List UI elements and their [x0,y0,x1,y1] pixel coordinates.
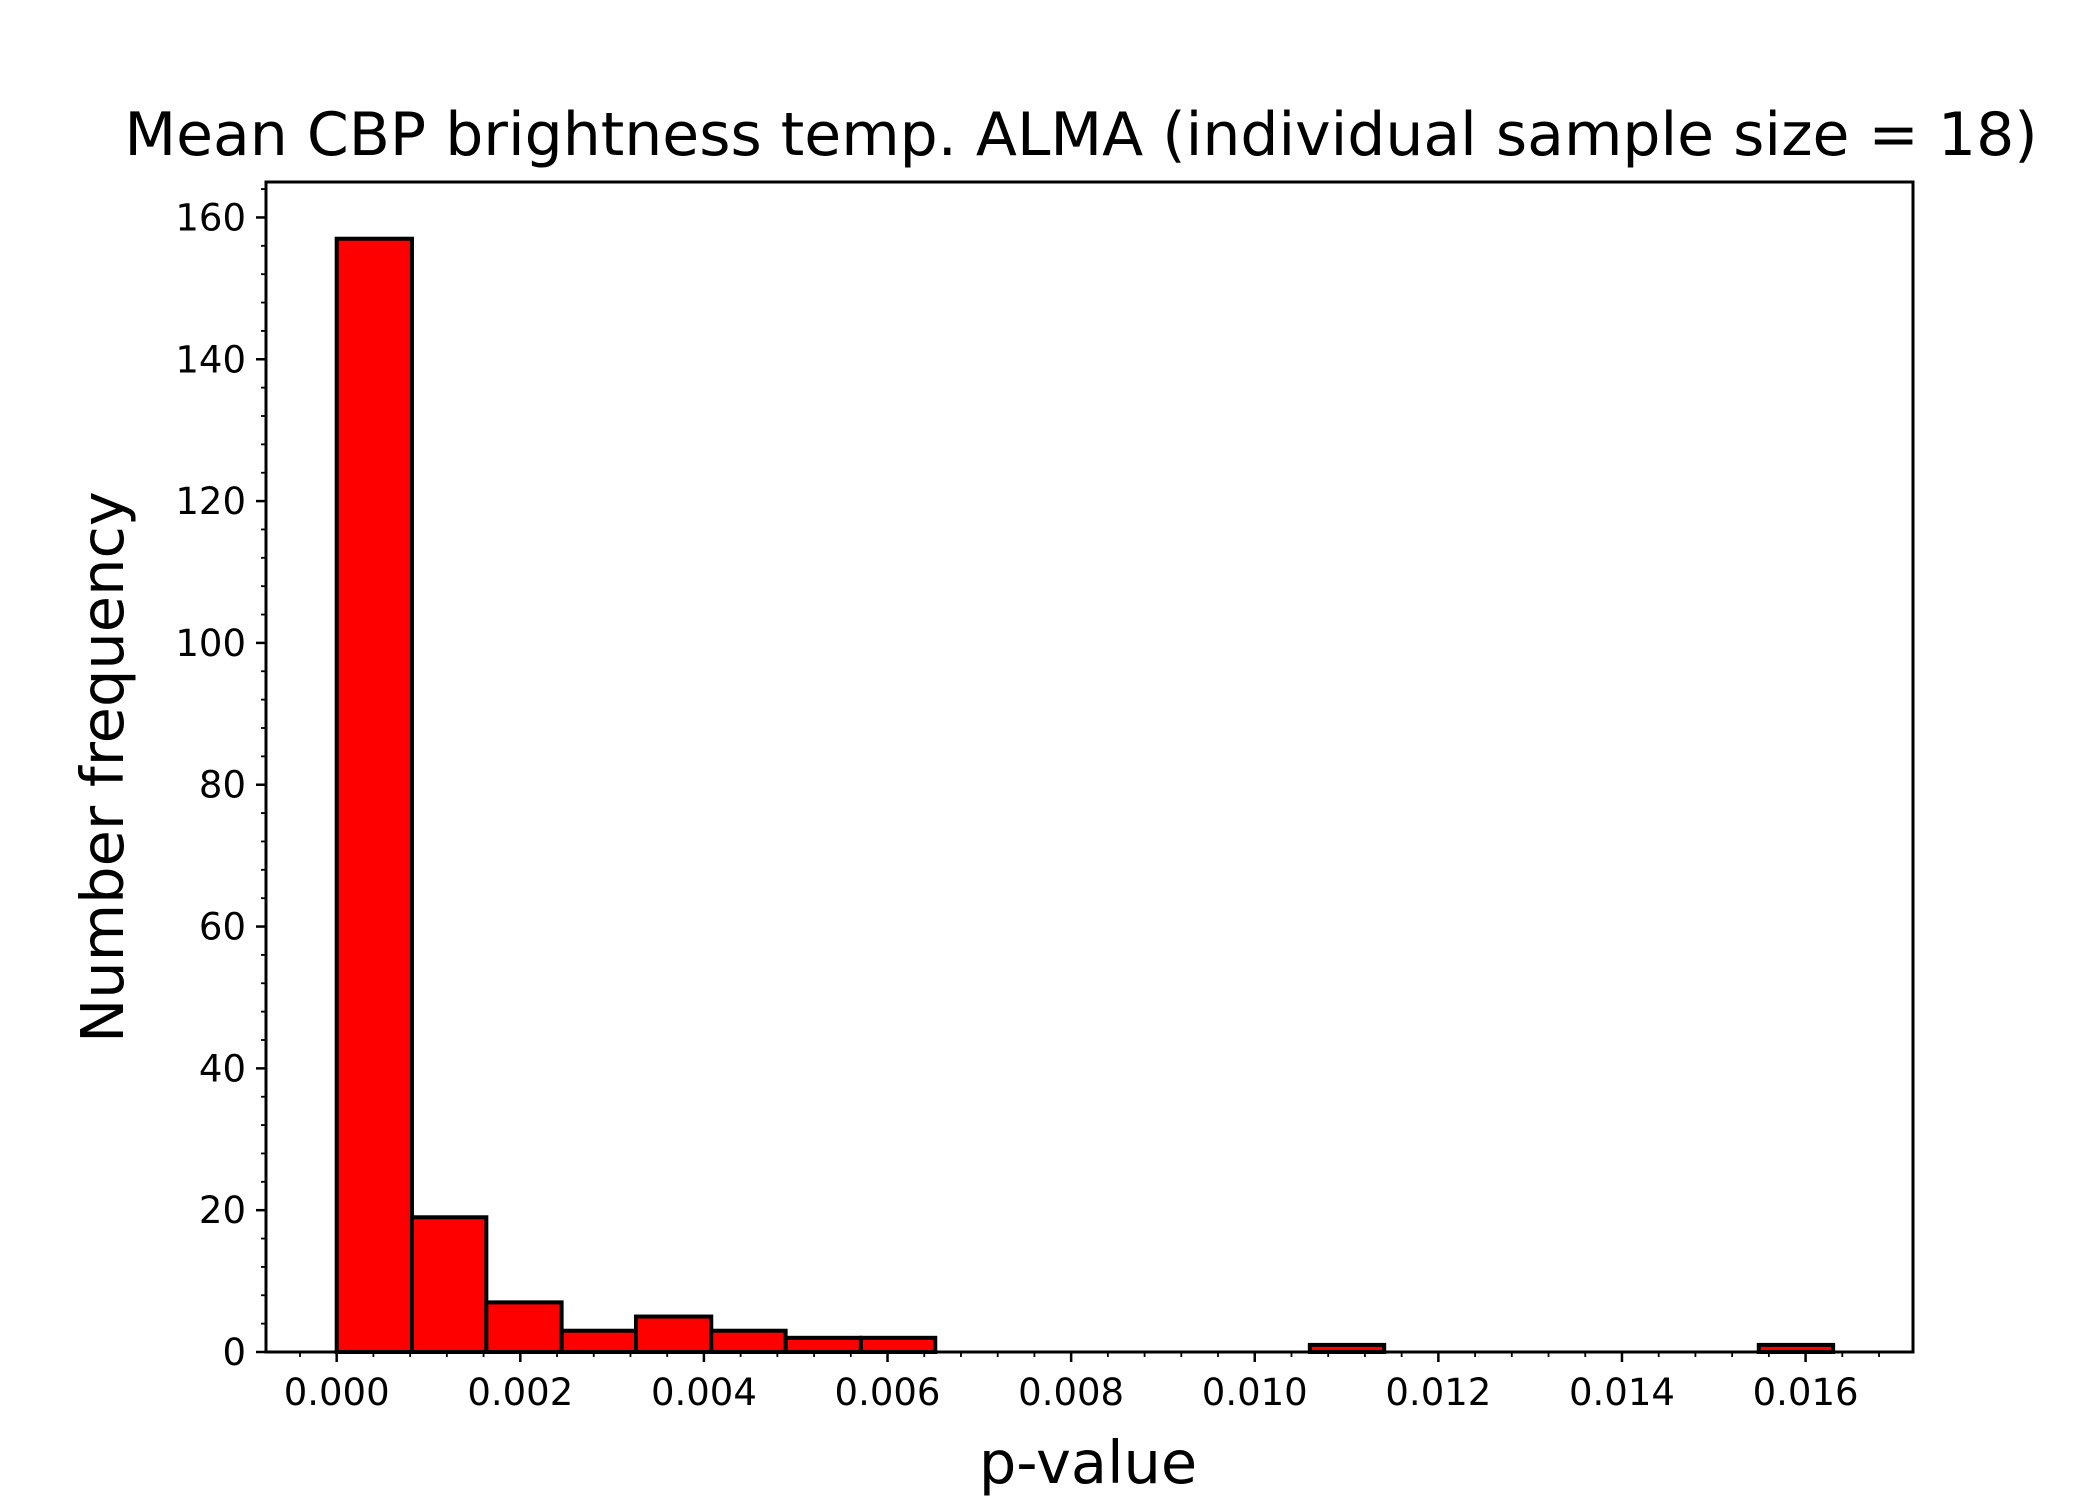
chart-title: Mean CBP brightness temp. ALMA (individu… [124,100,2037,170]
x-axis-ticks: 0.000 0.002 0.004 0.006 0.008 0.010 0.012 0.014… [284,1352,1880,1414]
histogram-bar-2 [484,1300,564,1355]
y-tick-label: 100 [175,622,246,665]
histogram-bar-7 [858,1335,938,1355]
x-tick-label: 0.010 [1202,1371,1308,1414]
histogram-bar-6 [783,1335,863,1355]
y-tick-label: 40 [199,1047,246,1090]
y-tick-label: 80 [199,764,246,807]
y-axis-label: Number frequency [68,491,137,1043]
x-tick-label: 0.000 [284,1371,390,1414]
histogram-bar-0 [334,236,414,1354]
y-tick-label: 160 [175,196,246,239]
y-tick-label: 140 [175,338,246,381]
histogram-bar-5 [709,1328,788,1355]
x-tick-label: 0.016 [1753,1371,1859,1414]
x-tick-label: 0.002 [467,1371,573,1414]
x-tick-label: 0.012 [1385,1371,1491,1414]
x-tick-label: 0.006 [835,1371,941,1414]
y-tick-label: 60 [199,906,246,949]
x-tick-label: 0.014 [1569,1371,1675,1414]
y-axis-ticks: 0 20 40 60 80 100 120 140 160 [175,188,266,1374]
y-tick-label: 0 [222,1331,246,1374]
x-tick-label: 0.008 [1018,1371,1124,1414]
y-tick-label: 20 [199,1189,246,1232]
x-axis-label: p-value [979,1428,1197,1497]
histogram-bars [334,236,1836,1355]
histogram-bar-1 [409,1215,489,1354]
x-tick-label: 0.004 [651,1371,757,1414]
plot-frame [264,180,1915,1354]
y-tick-label: 120 [175,480,246,523]
histogram-bar-4 [633,1314,714,1354]
histogram-bar-3 [559,1328,638,1355]
